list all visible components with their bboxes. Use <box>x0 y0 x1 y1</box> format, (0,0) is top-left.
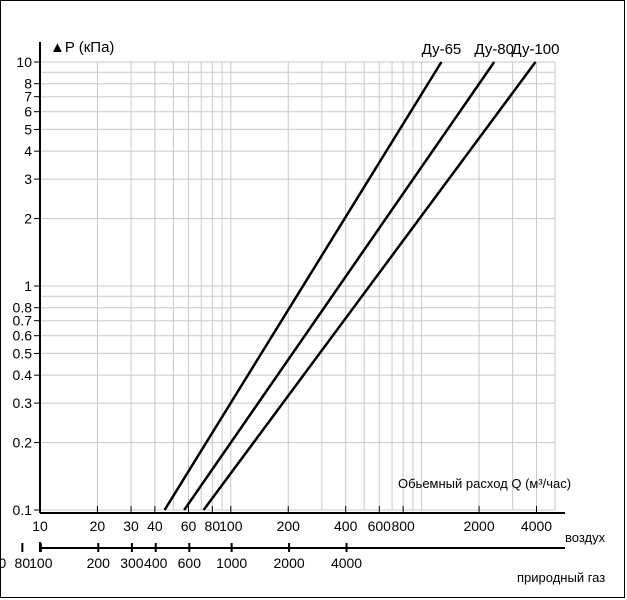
series-line-1 <box>163 61 443 511</box>
x-axis-label: Обьемный расход Q (м³/час) <box>398 476 571 491</box>
gas-axis-name: природный газ <box>517 570 605 585</box>
air-axis-name: воздух <box>565 530 606 545</box>
series-label-1: Ду-65 <box>422 41 462 58</box>
axes <box>39 42 565 552</box>
grid <box>39 61 556 511</box>
y-tick-label: 7 <box>24 89 32 105</box>
y-tick-label: 2 <box>24 211 32 227</box>
x-gas-tick-label: 2000 <box>274 555 305 571</box>
y-tick-label: 0.2 <box>13 435 33 451</box>
y-tick-label: 4 <box>24 143 32 159</box>
y-tick-label: 5 <box>24 121 32 137</box>
x-air-tick-label: 400 <box>334 518 358 534</box>
x-air-tick-label: 100 <box>219 518 243 534</box>
x-air-tick-label: 10 <box>32 518 48 534</box>
x-gas-tick-label: 60 <box>0 555 6 571</box>
x-gas-tick-label: 100 <box>29 555 53 571</box>
y-tick-label: 1 <box>24 278 32 294</box>
x-air-tick-label: 800 <box>391 518 415 534</box>
y-tick-label: 0.5 <box>13 345 33 361</box>
y-tick-label: 0.4 <box>13 367 33 383</box>
axis-labels: ▲P (кПа) Обьемный расход Q (м³/час) возд… <box>50 39 606 585</box>
y-tick-label: 0.6 <box>13 328 33 344</box>
x-gas-tick-label: 4000 <box>331 555 362 571</box>
x-air-tick-label: 4000 <box>521 518 552 534</box>
y-tick-label: 3 <box>24 171 32 187</box>
x-gas-tick-label: 80 <box>15 555 31 571</box>
y-tick-label: 6 <box>24 104 32 120</box>
y-tick-label: 0.1 <box>13 502 33 518</box>
x-air-tick-label: 30 <box>123 518 139 534</box>
y-tick-label: 0.7 <box>13 313 33 329</box>
y-tick-label: 0.8 <box>13 300 33 316</box>
x-air-tick-label: 20 <box>90 518 106 534</box>
x-air-tick-label: 40 <box>147 518 163 534</box>
x-gas-tick-label: 1000 <box>216 555 247 571</box>
series-line-2 <box>183 61 496 511</box>
x-gas-tick-label: 200 <box>87 555 111 571</box>
series-label-3: Ду-100 <box>511 41 559 58</box>
x-air-tick-label: 2000 <box>463 518 494 534</box>
y-axis-label: ▲P (кПа) <box>50 39 114 56</box>
x-gas-tick-label: 300 <box>120 555 144 571</box>
x-air-tick-label: 200 <box>277 518 301 534</box>
x-gas-tick-label: 600 <box>178 555 202 571</box>
series-label-2: Ду-80 <box>474 41 514 58</box>
x-gas-tick-label: 400 <box>144 555 168 571</box>
y-tick-label: 10 <box>16 54 32 70</box>
series-line-3 <box>202 61 537 511</box>
x-air-tick-label: 80 <box>205 518 221 534</box>
x-air-tick-label: 60 <box>181 518 197 534</box>
y-tick-label: 8 <box>24 76 32 92</box>
x-air-tick-label: 600 <box>368 518 392 534</box>
y-tick-label: 0.3 <box>13 395 33 411</box>
